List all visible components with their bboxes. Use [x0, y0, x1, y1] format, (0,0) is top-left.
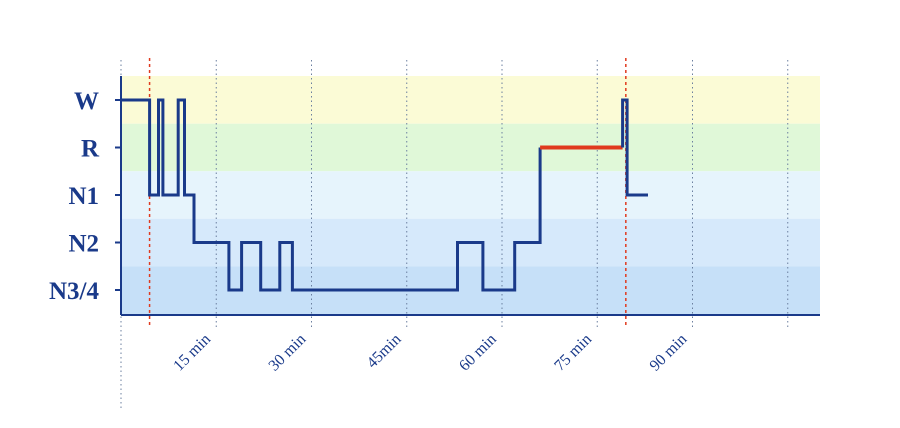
y-label-w: W	[74, 88, 99, 115]
x-axis-tick-labels: 15 min 30 min 45min 60 min 75 min 90 min	[170, 331, 690, 375]
x-tick-label-75: 75 min	[551, 331, 595, 375]
y-label-r: R	[81, 136, 100, 163]
x-tick-label-90: 90 min	[647, 331, 691, 375]
x-tick-label-15: 15 min	[170, 331, 214, 375]
y-label-n2: N2	[68, 231, 99, 258]
stage-band-r	[121, 123, 820, 172]
hypnogram-line-0	[121, 98, 542, 292]
y-label-n3-4: N3/4	[49, 278, 100, 305]
x-tick-label-60: 60 min	[456, 331, 500, 375]
stage-band-n1	[121, 171, 820, 219]
hypnogram-line-2	[621, 98, 648, 197]
hypnogram-series	[121, 98, 648, 292]
stage-band-w	[121, 76, 820, 124]
x-tick-label-45: 45min	[364, 331, 405, 372]
x-tick-label-30: 30 min	[266, 331, 310, 375]
y-axis-stage-labels: WR N1 N2 N3/4	[49, 88, 100, 305]
chart-axes	[115, 76, 820, 316]
stage-band-n3-4	[121, 266, 820, 315]
sleep-stage-bands	[121, 76, 820, 315]
y-label-n1: N1	[68, 183, 99, 210]
